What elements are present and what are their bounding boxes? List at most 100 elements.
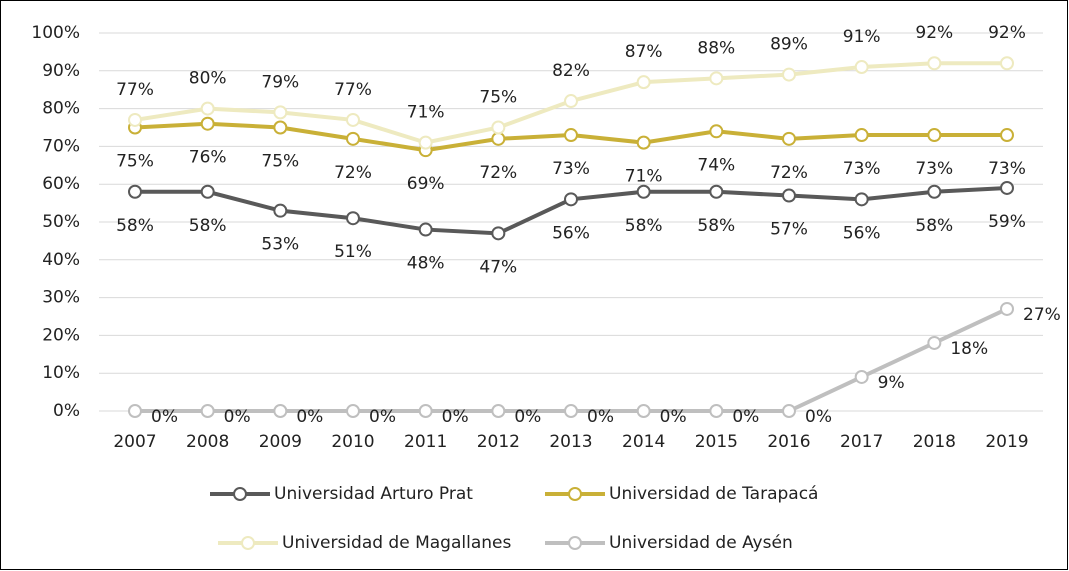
data-label: 0% bbox=[369, 407, 396, 427]
point-marker bbox=[709, 404, 724, 418]
data-label: 82% bbox=[552, 61, 590, 81]
y-tick-label: 30% bbox=[42, 288, 80, 308]
point-marker bbox=[854, 128, 869, 143]
point-marker bbox=[1000, 180, 1014, 195]
x-tick-label: 2019 bbox=[985, 432, 1028, 452]
point-marker bbox=[128, 184, 142, 199]
data-label: 0% bbox=[660, 407, 687, 427]
data-label: 80% bbox=[189, 69, 227, 89]
data-label: 9% bbox=[878, 373, 905, 393]
data-label: 0% bbox=[296, 407, 323, 427]
point-marker bbox=[200, 404, 215, 418]
data-label: 58% bbox=[189, 216, 227, 236]
data-label: 57% bbox=[770, 220, 808, 240]
point-marker bbox=[346, 211, 360, 226]
point-marker bbox=[782, 404, 796, 418]
x-tick-label: 2009 bbox=[259, 432, 302, 452]
point-marker bbox=[418, 135, 433, 150]
y-tick-label: 40% bbox=[42, 250, 80, 270]
data-label: 27% bbox=[1023, 305, 1061, 325]
data-label: 0% bbox=[732, 407, 759, 427]
data-label: 73% bbox=[843, 159, 881, 179]
x-tick-label: 2014 bbox=[622, 432, 665, 452]
y-tick-label: 0% bbox=[53, 401, 80, 421]
legend-marker bbox=[568, 536, 582, 550]
point-marker bbox=[927, 335, 942, 350]
x-tick-label: 2011 bbox=[404, 432, 447, 452]
data-label: 88% bbox=[697, 38, 735, 58]
y-tick-label: 70% bbox=[42, 136, 80, 156]
x-tick-label: 2013 bbox=[549, 432, 592, 452]
data-label: 18% bbox=[950, 339, 988, 359]
point-marker bbox=[927, 184, 942, 199]
data-label: 73% bbox=[915, 159, 953, 179]
point-marker bbox=[418, 404, 433, 418]
data-label: 69% bbox=[407, 174, 445, 194]
point-marker bbox=[1000, 128, 1014, 143]
point-marker bbox=[200, 116, 215, 131]
data-label: 0% bbox=[587, 407, 614, 427]
point-marker bbox=[709, 71, 724, 86]
data-label: 0% bbox=[224, 407, 251, 427]
data-label: 51% bbox=[334, 242, 372, 262]
point-marker bbox=[709, 124, 724, 139]
legend-marker bbox=[241, 536, 255, 550]
point-marker bbox=[636, 135, 651, 150]
point-marker bbox=[273, 105, 288, 120]
point-marker bbox=[418, 222, 433, 237]
legend-label: Universidad de Magallanes bbox=[282, 533, 511, 553]
y-tick-label: 60% bbox=[42, 174, 80, 194]
data-label: 58% bbox=[625, 216, 663, 236]
data-label: 72% bbox=[479, 163, 517, 183]
data-label: 75% bbox=[261, 152, 299, 172]
y-tick-label: 50% bbox=[42, 212, 80, 232]
point-marker bbox=[1000, 56, 1014, 71]
x-tick-label: 2017 bbox=[840, 432, 883, 452]
data-label: 0% bbox=[151, 407, 178, 427]
data-label: 47% bbox=[479, 257, 517, 277]
data-label: 77% bbox=[334, 80, 372, 100]
point-marker bbox=[128, 404, 142, 418]
data-label: 58% bbox=[116, 216, 154, 236]
point-marker bbox=[200, 101, 215, 116]
point-marker bbox=[346, 131, 360, 146]
point-marker bbox=[564, 192, 578, 207]
data-label: 53% bbox=[261, 235, 299, 255]
data-label: 73% bbox=[552, 159, 590, 179]
data-label: 0% bbox=[442, 407, 469, 427]
data-label: 71% bbox=[407, 103, 445, 123]
legend-marker bbox=[568, 487, 582, 501]
y-tick-label: 100% bbox=[31, 23, 80, 43]
point-marker bbox=[782, 67, 796, 82]
point-marker bbox=[854, 192, 869, 207]
point-marker bbox=[346, 404, 360, 418]
point-marker bbox=[273, 404, 288, 418]
data-label: 75% bbox=[479, 88, 517, 108]
legend-label: Universidad Arturo Prat bbox=[274, 484, 473, 504]
data-label: 89% bbox=[770, 35, 808, 55]
point-marker bbox=[854, 60, 869, 75]
data-label: 59% bbox=[988, 212, 1026, 232]
point-marker bbox=[491, 226, 506, 241]
point-marker bbox=[128, 112, 142, 127]
data-label: 48% bbox=[407, 254, 445, 274]
point-marker bbox=[782, 131, 796, 146]
y-tick-label: 80% bbox=[42, 99, 80, 119]
point-marker bbox=[709, 184, 724, 199]
y-tick-label: 10% bbox=[42, 363, 80, 383]
point-marker bbox=[636, 404, 651, 418]
data-label: 91% bbox=[843, 27, 881, 47]
data-label: 0% bbox=[514, 407, 541, 427]
point-marker bbox=[564, 94, 578, 109]
data-label: 58% bbox=[915, 216, 953, 236]
data-label: 56% bbox=[552, 223, 590, 243]
data-label: 87% bbox=[625, 42, 663, 62]
y-tick-label: 90% bbox=[42, 61, 80, 81]
data-label: 73% bbox=[988, 159, 1026, 179]
x-tick-label: 2007 bbox=[113, 432, 156, 452]
point-marker bbox=[200, 184, 215, 199]
point-marker bbox=[491, 404, 506, 418]
point-marker bbox=[927, 128, 942, 143]
x-tick-label: 2016 bbox=[767, 432, 810, 452]
data-label: 72% bbox=[334, 163, 372, 183]
